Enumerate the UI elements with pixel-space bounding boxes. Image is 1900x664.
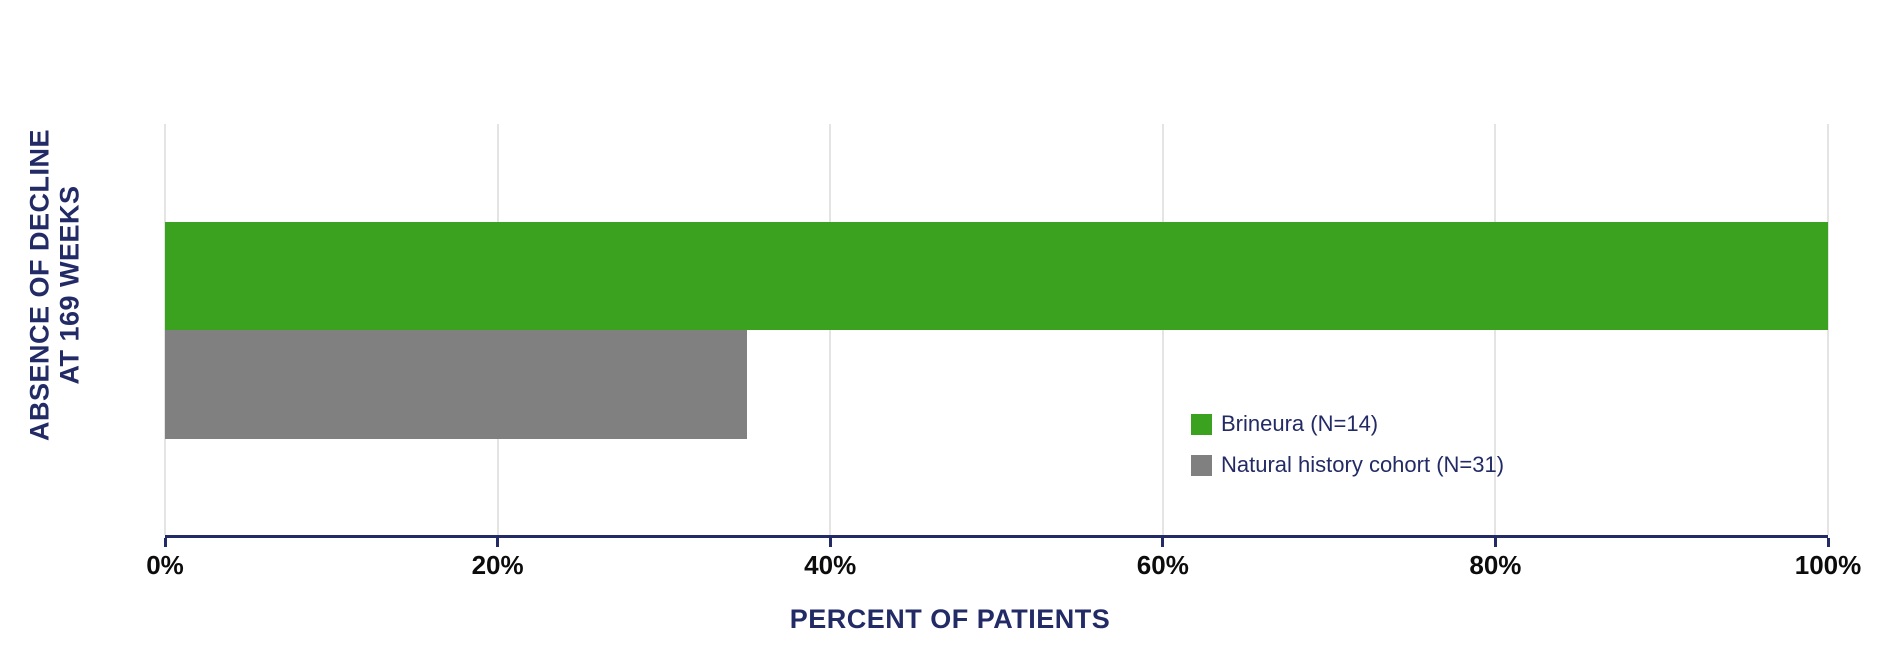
- x-tick-label: 100%: [1794, 550, 1862, 580]
- legend-item-natural-history-cohort: Natural history cohort (N=31): [1191, 452, 1504, 478]
- legend-swatch-natural-history-cohort: [1191, 454, 1212, 476]
- legend-swatch-brineura: [1191, 413, 1212, 435]
- gridline: [1827, 124, 1829, 535]
- x-tick-label: 80%: [1469, 550, 1522, 580]
- x-tick-mark: [828, 538, 832, 547]
- legend-label-natural-history-cohort: Natural history cohort (N=31): [1221, 452, 1505, 477]
- x-axis-title: PERCENT OF PATIENTS: [789, 604, 1111, 634]
- plot-area: [164, 124, 1829, 538]
- legend-label-brineura: Brineura (N=14): [1221, 411, 1379, 436]
- bar-natural-history-cohort: [165, 330, 748, 439]
- bar-brineura: [165, 222, 1828, 330]
- y-axis-title: ABSENCE OF DECLINE AT 169 WEEKS: [24, 128, 84, 442]
- x-tick-mark: [496, 538, 500, 547]
- x-tick-label: 40%: [804, 550, 857, 580]
- legend-item-brineura: Brineura (N=14): [1191, 411, 1504, 437]
- x-tick-mark: [1161, 538, 1165, 547]
- x-tick-label: 60%: [1136, 550, 1189, 580]
- x-tick-mark: [1826, 538, 1830, 547]
- x-tick-label: 20%: [471, 550, 524, 580]
- x-axis-ticks: 0% 20% 40% 60% 80% 100%: [146, 538, 1861, 608]
- y-axis-title-line-2: AT 169 WEEKS: [54, 185, 84, 385]
- x-tick-mark: [1493, 538, 1497, 547]
- y-axis-title-line-1: ABSENCE OF DECLINE: [24, 128, 55, 442]
- legend: Brineura (N=14) Natural history cohort (…: [1191, 411, 1504, 478]
- x-tick-label: 0%: [146, 550, 184, 580]
- x-tick-mark: [163, 538, 167, 547]
